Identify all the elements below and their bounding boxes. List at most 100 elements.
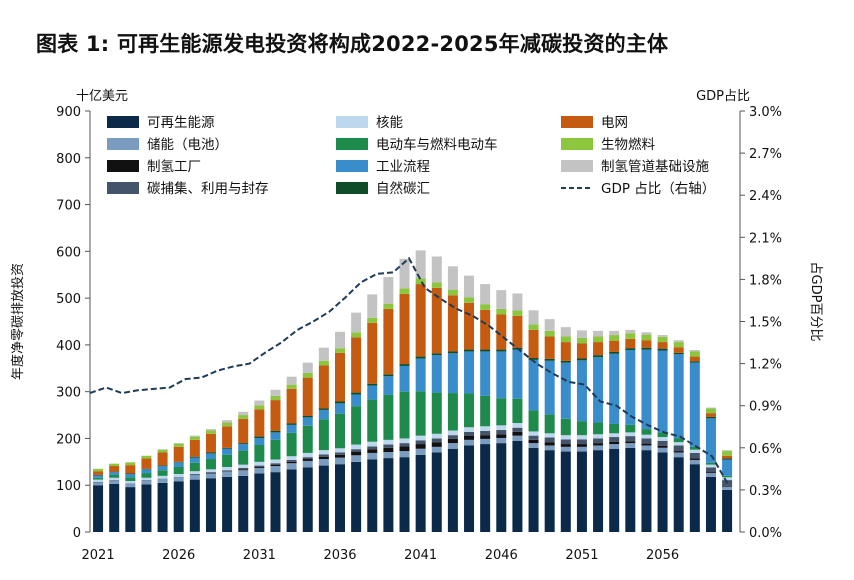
bar-segment [673, 457, 684, 532]
bar-segment [383, 374, 394, 377]
legend-label: 制氢工厂 [147, 159, 201, 175]
bar-segment [544, 450, 555, 532]
bar-segment [286, 459, 297, 462]
bar-segment [464, 445, 475, 532]
bar-segment [431, 392, 442, 434]
bar-segment [657, 440, 668, 446]
bar-segment [431, 287, 442, 354]
bar-segment [383, 308, 394, 375]
bar-segment [367, 446, 378, 450]
bar-segment [399, 457, 410, 532]
bar-segment [93, 485, 104, 532]
bar-segment [480, 430, 491, 436]
bar-segment [189, 435, 200, 437]
bar-segment [705, 416, 716, 419]
y-axis-title: 年度净零碳排放投资 [10, 263, 26, 380]
bar-segment [415, 454, 426, 532]
bar-segment [238, 469, 249, 471]
bar-segment [705, 462, 716, 465]
bar-segment [238, 411, 249, 416]
bar-segment [141, 484, 152, 532]
bar-segment [512, 315, 523, 348]
bar-segment [609, 335, 620, 341]
bar-segment [254, 467, 265, 474]
bar-segment [641, 443, 652, 446]
bar-segment [189, 474, 200, 480]
x-tick-label: 2056 [646, 548, 679, 563]
bar-segment [576, 330, 587, 338]
bar-segment [722, 486, 733, 490]
right-tick-label: 2.1% [749, 231, 782, 246]
bar-segment [254, 465, 265, 467]
bar-segment [593, 330, 604, 337]
bar-segment [512, 310, 523, 316]
legend-swatch [107, 182, 139, 194]
bar-segment [335, 452, 345, 455]
legend-swatch [561, 116, 593, 128]
bar-segment [351, 337, 362, 393]
bar-segment [480, 438, 491, 445]
bar-segment [689, 459, 700, 465]
bar-segment [641, 347, 652, 350]
bar-segment [625, 441, 636, 444]
bar-segment [399, 293, 410, 365]
bar-segment [593, 438, 604, 444]
legend-swatch [107, 160, 139, 172]
bar-segment [93, 471, 104, 475]
bar-segment [544, 433, 555, 438]
bar-segment [512, 427, 523, 432]
bar-segment [125, 477, 136, 482]
bar-segment [496, 443, 507, 532]
bar-segment [302, 460, 313, 468]
bar-segment [383, 303, 394, 309]
left-tick-label: 700 [56, 199, 81, 214]
bar-segment [367, 294, 378, 318]
bar-segment [109, 472, 120, 475]
bar-segment [641, 450, 652, 532]
bar-segment [576, 337, 587, 344]
bar-segment [238, 415, 249, 419]
bar-segment [189, 456, 200, 458]
bar-segment [367, 317, 378, 323]
legend-swatch [336, 182, 368, 194]
bar-segment [705, 464, 716, 468]
bar-segment [367, 322, 378, 384]
bar-segment [415, 250, 426, 279]
right-tick-label: 0.3% [749, 484, 782, 499]
legend-swatch [336, 116, 368, 128]
bar-segment [673, 347, 684, 353]
bar-segment [415, 278, 426, 285]
bar-segment [560, 336, 571, 343]
bar-segment [157, 482, 168, 532]
bar-segment [431, 438, 442, 443]
bar-segment [447, 393, 458, 431]
bar-segment [496, 314, 507, 350]
bar-segment [560, 444, 571, 447]
bar-segment [302, 459, 313, 461]
left-tick-label: 100 [56, 479, 81, 494]
bar-segment [318, 456, 329, 460]
bar-segment [528, 359, 539, 411]
bar-segment [189, 462, 200, 472]
bar-segment [689, 452, 700, 459]
bar-segment [625, 447, 636, 532]
right-tick-label: 0.9% [749, 400, 782, 415]
bar-segment [576, 439, 587, 445]
bar-segment [480, 284, 491, 305]
left-tick-label: 800 [56, 152, 81, 167]
bar-segment [270, 400, 281, 431]
bar-segment [657, 350, 668, 433]
bar-segment [415, 284, 426, 357]
bar-segment [109, 474, 120, 478]
bar-segment [609, 330, 620, 336]
bar-segment [415, 448, 426, 455]
x-tick-label: 2026 [162, 548, 195, 563]
bar-segment [189, 439, 200, 457]
bar-segment [609, 351, 620, 354]
bar-segment [173, 473, 184, 477]
bar-segment [141, 480, 152, 485]
bar-segment [576, 421, 587, 436]
bar-segment [335, 403, 345, 414]
bar-segment [205, 472, 216, 474]
bar-segment [609, 423, 620, 434]
